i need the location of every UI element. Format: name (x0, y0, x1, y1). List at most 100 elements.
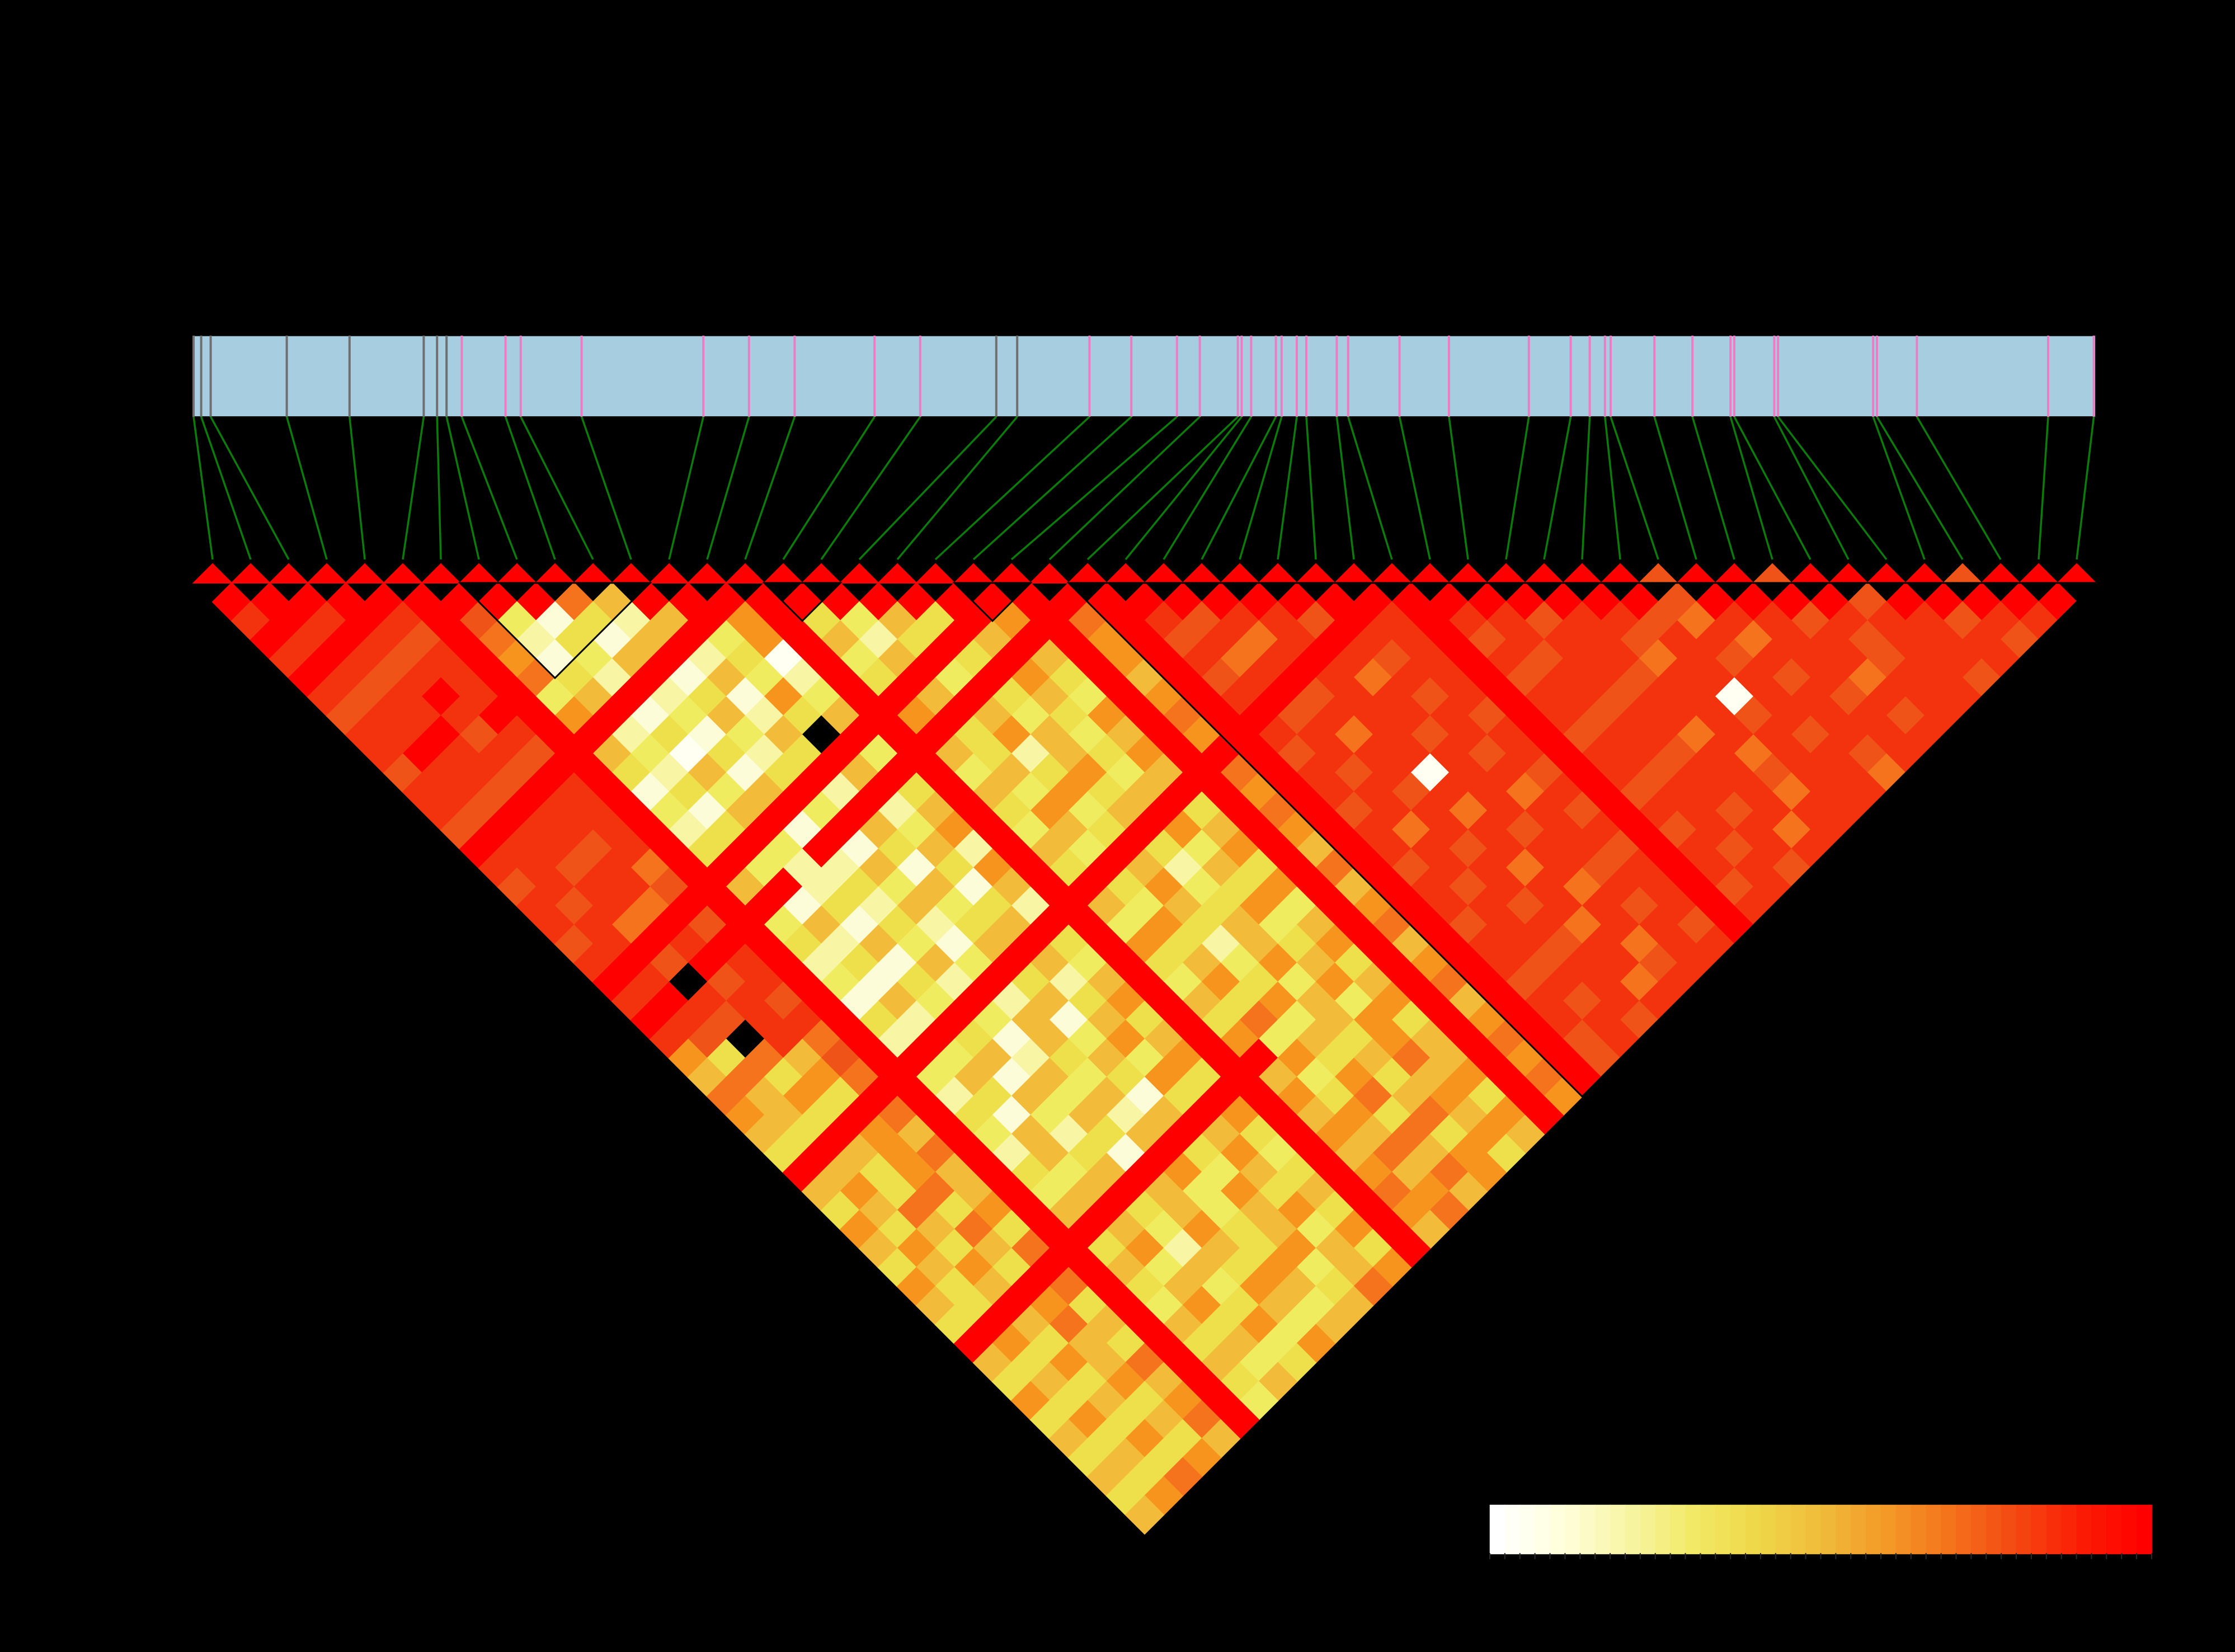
color-key-step (1535, 1504, 1551, 1555)
color-key-step (1640, 1504, 1656, 1555)
connector-line (1124, 416, 1243, 561)
connector-line (445, 416, 480, 560)
color-key-step (1700, 1504, 1716, 1555)
color-key-step (1851, 1504, 1867, 1555)
genetic-map-bar-group (193, 335, 2096, 417)
color-key-step (2061, 1504, 2077, 1555)
heatmap-top-cell (268, 563, 309, 583)
connector-line (706, 416, 750, 560)
heatmap-top-cell (686, 563, 728, 583)
heatmap-top-cell (1485, 563, 1527, 583)
color-key-step (1519, 1504, 1536, 1555)
connector-line (504, 416, 556, 560)
heatmap-top-cell (344, 563, 385, 583)
connector-line (1505, 416, 1530, 560)
connector-line (2076, 416, 2095, 560)
ld-block-outline (952, 582, 1033, 623)
color-key-step (1911, 1504, 1927, 1555)
heatmap-top-cell (801, 563, 842, 583)
heatmap-top-cell (1714, 563, 1755, 583)
connector-line (1581, 416, 1591, 560)
connector-line (1610, 416, 1659, 560)
color-key-step (1550, 1504, 1566, 1555)
ld-block-outline (1066, 582, 2098, 1098)
connector-line (520, 416, 594, 560)
color-key-step (1956, 1504, 1972, 1555)
color-key-step (1489, 1504, 1505, 1555)
heatmap-top-cell (382, 563, 424, 583)
heatmap-top-cell (1523, 563, 1565, 583)
connector-line (1916, 416, 2002, 560)
heatmap-top-cell (572, 563, 614, 583)
connector-line (1305, 416, 1317, 560)
connector-line (782, 416, 876, 560)
heatmap-top-cell (1333, 563, 1375, 583)
heatmap-top-cell (1790, 563, 1831, 583)
color-key-step (1610, 1504, 1626, 1555)
heatmap-top-cell (1866, 563, 1907, 583)
heatmap-top-cell (1942, 563, 1983, 583)
heatmap-top-cell (724, 563, 766, 583)
ld-block-outline (762, 582, 843, 623)
color-key-step (1880, 1504, 1897, 1555)
heatmap-top-cell (458, 563, 500, 583)
color-key-step (1790, 1504, 1806, 1555)
color-key-step (1926, 1504, 1942, 1555)
heatmap-top-cell (610, 563, 652, 583)
connector-line (1201, 416, 1277, 560)
heatmap-top-cell (1409, 563, 1451, 583)
color-key-step (1986, 1504, 2002, 1555)
connector-line (1277, 416, 1298, 560)
color-key-step (2136, 1504, 2152, 1555)
heatmap-top-cell (1561, 563, 1603, 583)
connector-line (820, 416, 921, 560)
connector-line (668, 416, 704, 560)
color-key-step (1715, 1504, 1731, 1555)
color-key-step (1836, 1504, 1852, 1555)
heatmap-top-cell (1904, 563, 1945, 583)
color-key-step (1820, 1504, 1837, 1555)
connector-line (1773, 416, 1850, 560)
heatmap-top-cell (1105, 563, 1146, 583)
heatmap-top-cell (991, 563, 1032, 583)
heatmap-top-cell (1029, 563, 1070, 583)
heatmap-top-cell (534, 563, 576, 583)
connector-line (402, 416, 425, 560)
heatmap-top-cell (915, 563, 956, 583)
color-key-step (1670, 1504, 1686, 1555)
color-key-step (1971, 1504, 1987, 1555)
genetic-map-bar (193, 335, 2096, 417)
heatmap-top-cell (1219, 563, 1260, 583)
connector-line (210, 416, 290, 560)
heatmap-top-cell (1257, 563, 1298, 583)
heatmap-top-cell (1143, 563, 1184, 583)
connector-line (1239, 416, 1283, 560)
connector-line (1691, 416, 1735, 560)
color-key-step (2091, 1504, 2107, 1555)
connector-line (580, 416, 632, 560)
color-key-step (2001, 1504, 2017, 1555)
color-key-step (2076, 1504, 2092, 1555)
connector-line (1398, 416, 1431, 560)
color-key-step (2016, 1504, 2032, 1555)
connector-line (349, 416, 366, 560)
color-key-group (1489, 1504, 2152, 1559)
heatmap-top-cell (1828, 563, 1869, 583)
color-key-step (1775, 1504, 1791, 1555)
color-key-step (1745, 1504, 1761, 1555)
color-key-step (2031, 1504, 2047, 1555)
color-key-step (1730, 1504, 1746, 1555)
ld-block-outline (458, 582, 652, 680)
connector-line (858, 416, 997, 561)
color-key-step (1805, 1504, 1822, 1555)
heatmap-top-cell (1371, 563, 1413, 583)
connector-line (1729, 416, 1773, 560)
connector-line (1086, 416, 1239, 561)
color-key-step (2121, 1504, 2137, 1555)
color-key-step (1594, 1504, 1611, 1555)
connector-line (1010, 416, 1178, 561)
connector-line (1163, 416, 1252, 560)
connector-line (1448, 416, 1469, 560)
